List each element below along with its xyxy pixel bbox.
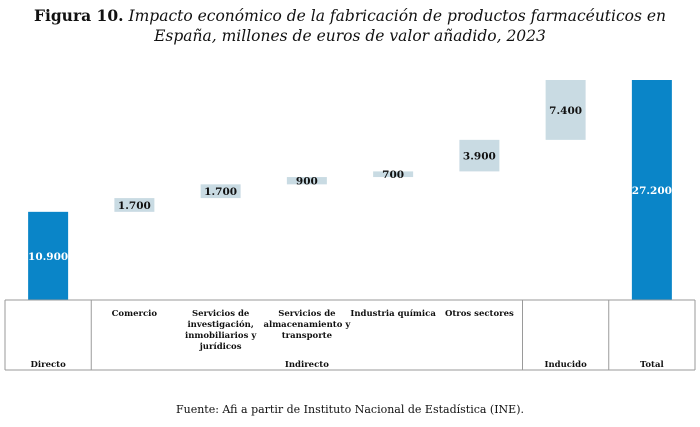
bar-3 bbox=[286, 177, 327, 185]
bar-7 bbox=[631, 80, 672, 300]
category-label-5: Otros sectores bbox=[445, 309, 514, 319]
bar-6 bbox=[545, 80, 586, 140]
bar-1 bbox=[114, 198, 155, 212]
value-label-2: 1.700 bbox=[204, 186, 237, 198]
bar-4 bbox=[373, 171, 414, 178]
value-label-3: 900 bbox=[296, 176, 318, 188]
category-label-3: Servicios de almacenamiento y transporte bbox=[263, 309, 351, 341]
bar-2 bbox=[200, 184, 241, 199]
group-label-0: Directo bbox=[30, 360, 66, 370]
group-label-3: Total bbox=[640, 360, 664, 370]
value-label-6: 7.400 bbox=[549, 105, 582, 117]
value-label-4: 700 bbox=[382, 169, 404, 181]
group-label-2: Inducido bbox=[544, 360, 587, 370]
source-note: Fuente: Afi a partir de Instituto Nacion… bbox=[175, 403, 525, 416]
category-label-2: Servicios de investigación, inmobiliarios … bbox=[185, 309, 257, 352]
group-label-1: Indirecto bbox=[285, 360, 329, 370]
bar-5 bbox=[459, 139, 500, 172]
chart-title: Figura 10. Impacto económico de la fabri… bbox=[8, 6, 692, 46]
value-label-1: 1.700 bbox=[118, 200, 151, 212]
category-label-1: Comercio bbox=[112, 309, 158, 319]
bar-0 bbox=[28, 211, 69, 300]
title-text: Impacto económico de la fabricación de p… bbox=[128, 7, 667, 45]
value-label-7: 27.200 bbox=[632, 185, 672, 197]
category-label-4: Industria química bbox=[350, 308, 436, 319]
value-label-0: 10.900 bbox=[28, 251, 68, 263]
value-label-5: 3.900 bbox=[463, 151, 496, 163]
figure-label: Figura 10. bbox=[33, 6, 124, 25]
